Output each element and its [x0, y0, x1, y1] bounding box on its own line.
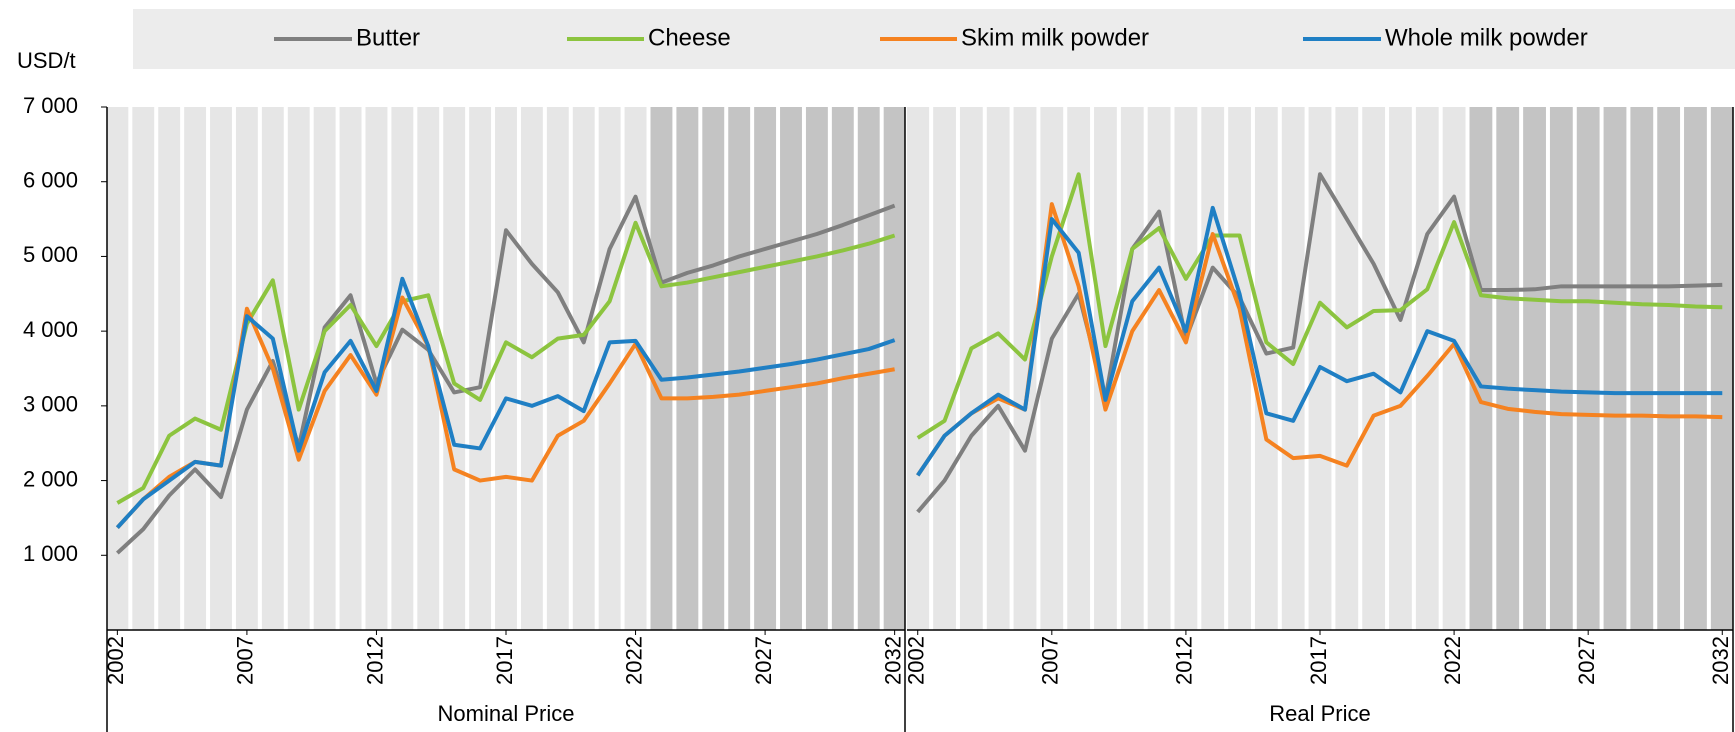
series-line [116, 194, 896, 555]
x-tick-label: 2012 [362, 636, 387, 685]
legend-label: Cheese [648, 24, 731, 51]
y-tick-label: 6 000 [23, 168, 78, 193]
x-tick-label: 2022 [621, 636, 646, 685]
series-line [916, 205, 1723, 477]
series-line [916, 172, 1723, 440]
y-tick-label: 5 000 [23, 242, 78, 267]
x-tick-label: 2017 [492, 636, 517, 685]
x-tick-label: 2027 [751, 636, 776, 685]
x-tick-label: 2032 [1708, 636, 1733, 685]
x-tick-label: 2017 [1306, 636, 1331, 685]
series-line [115, 295, 895, 529]
x-tick-label: 2007 [1038, 636, 1063, 685]
series-line [115, 276, 896, 529]
x-tick-label: 2002 [904, 636, 929, 685]
legend-label: Whole milk powder [1385, 24, 1588, 51]
y-tick-label: 1 000 [23, 541, 78, 566]
x-tick-label: 2027 [1574, 636, 1599, 685]
x-tick-label: 2007 [233, 636, 258, 685]
x-tick-label: 2012 [1172, 636, 1197, 685]
x-axis-label: Nominal Price [438, 701, 575, 726]
series-line [916, 172, 1723, 514]
legend-label: Butter [356, 24, 420, 51]
legend-label: Skim milk powder [961, 24, 1149, 51]
y-tick-label: 2 000 [23, 466, 78, 491]
x-tick-label: 2032 [880, 636, 905, 685]
y-tick-label: 4 000 [23, 317, 78, 342]
x-tick-label: 2022 [1440, 636, 1465, 685]
y-tick-label: 7 000 [23, 93, 78, 118]
x-axis-label: Real Price [1269, 701, 1370, 726]
y-axis-label: USD/t [17, 48, 76, 73]
series-line [916, 202, 1723, 477]
y-tick-label: 3 000 [23, 392, 78, 417]
